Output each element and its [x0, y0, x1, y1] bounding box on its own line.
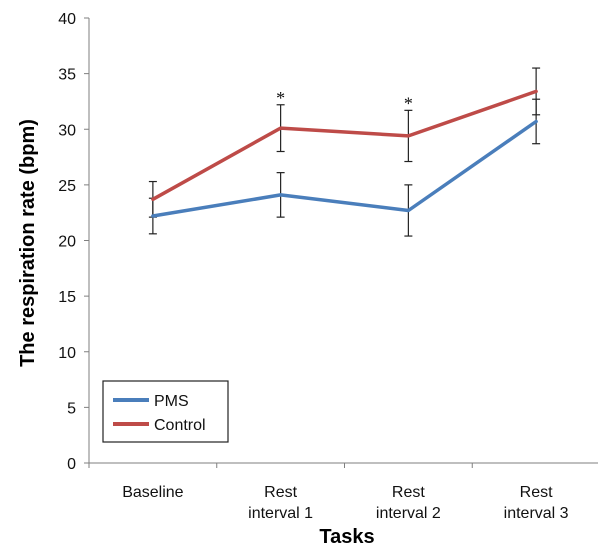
significance-marker: *: [276, 88, 285, 108]
y-tick-label: 10: [58, 345, 76, 362]
x-tick-label-line: interval 1: [248, 505, 313, 522]
legend-label-control: Control: [154, 417, 206, 434]
series-line-pms: [151, 119, 538, 218]
y-tick-label: 0: [67, 456, 76, 473]
y-tick-label: 30: [58, 122, 76, 139]
x-tick-label-line: Rest: [264, 484, 297, 501]
y-tick-label: 20: [58, 234, 76, 251]
y-axis-ticks: 0 5 10 15 20 25 30 35 40: [58, 11, 89, 473]
y-tick-label: 5: [67, 400, 76, 417]
y-tick-label: 40: [58, 11, 76, 28]
legend: PMS Control: [102, 380, 229, 443]
plot-area: * *: [148, 67, 541, 237]
x-tick-label: Baseline: [122, 484, 183, 501]
x-tick-label-line: Rest: [392, 484, 425, 501]
legend-label-pms: PMS: [154, 393, 189, 410]
x-tick-label-line: Baseline: [122, 484, 183, 501]
series-line-control: [151, 89, 538, 202]
x-tick-label-line: interval 3: [504, 505, 569, 522]
y-tick-label: 25: [58, 178, 76, 195]
x-tick-label: Rest interval 2: [376, 484, 441, 522]
y-tick-label: 15: [58, 289, 76, 306]
y-tick-label: 35: [58, 67, 76, 84]
y-axis-title: The respiration rate (bpm): [17, 119, 39, 367]
legend-box: [102, 380, 229, 443]
x-tick-label: Rest interval 3: [504, 484, 569, 522]
x-tick-label-line: interval 2: [376, 505, 441, 522]
x-tick-label: Rest interval 1: [248, 484, 313, 522]
significance-marker: *: [404, 93, 413, 113]
x-tick-label-line: Rest: [520, 484, 553, 501]
x-axis-title: Tasks: [319, 526, 374, 548]
